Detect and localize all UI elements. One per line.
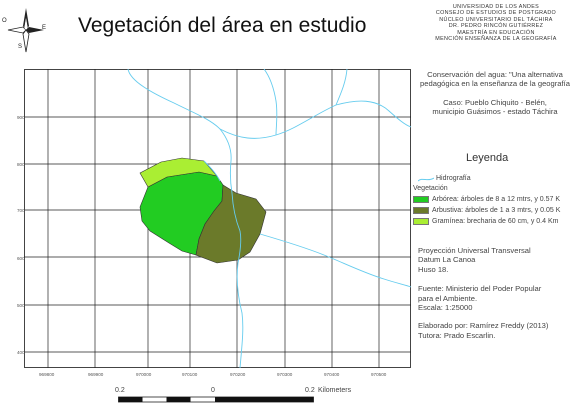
institution-line: DR. PEDRO RINCÓN GUTIÉRREZ — [448, 23, 544, 30]
x-tick-label: 970500 — [371, 372, 387, 377]
x-tick-label: 970300 — [277, 372, 293, 377]
vegetation-arbustiva — [195, 184, 267, 264]
x-tick-label: 969800 — [39, 372, 55, 377]
swatch-arborea — [413, 196, 429, 203]
institution-line: MENCIÓN ENSEÑANZA DE LA GEOGRAFÍA — [435, 36, 557, 43]
case-line-1: Caso: Pueblo Chiquito - Belén, — [443, 98, 547, 107]
projection-line: Proyección Universal Transversal — [418, 246, 531, 255]
swatch-arbustiva — [413, 207, 429, 214]
scale-label-right: 0.2 — [305, 387, 315, 394]
y-tick-label: 600 — [17, 256, 25, 261]
scale-label-mid: 0 — [211, 387, 215, 394]
hydro-legend-label: Hidrografía — [436, 175, 471, 182]
compass-west: O — [2, 18, 7, 24]
y-tick-label: 800 — [17, 162, 25, 167]
y-tick-label: 500 — [17, 303, 25, 308]
map-title: Vegetación del área en estudio — [78, 14, 367, 37]
tutor-line: Tutora: Prado Escarlin. — [418, 331, 496, 340]
scale-unit: Kilometers — [318, 387, 352, 394]
compass-south: S — [18, 44, 23, 50]
source-line-2: para el Ambiente. — [418, 294, 478, 303]
legend-graminea: Gramínea: brecharia de 60 cm, y 0.4 Km — [432, 218, 559, 225]
map-canvas — [24, 69, 411, 368]
project-line-1: Conservación del agua: "Una alternativa — [427, 70, 563, 79]
hydrography-lines — [127, 69, 411, 368]
swatch-graminea — [413, 218, 429, 225]
y-tick-label: 900 — [17, 115, 25, 120]
scale-text: Escala: 1:25000 — [418, 303, 473, 312]
x-tick-label: 970000 — [136, 372, 152, 377]
institution-line: MAESTRÍA EN EDUCACIÓN — [457, 29, 535, 36]
institution-header: UNIVERSIDAD DE LOS ANDES CONSEJO DE ESTU… — [418, 4, 574, 42]
institution-line: UNIVERSIDAD DE LOS ANDES — [452, 4, 540, 10]
compass-icon — [7, 8, 44, 53]
institution-line: NÚCLEO UNIVERSITARIO DEL TÁCHIRA — [439, 16, 553, 23]
datum-line: Datum La Canoa — [418, 255, 476, 264]
map-frame — [24, 69, 411, 368]
legend-arborea: Arbórea: árboles de 8 a 12 mtrs, y 0.57 … — [432, 196, 561, 203]
x-tick-label: 970200 — [230, 372, 246, 377]
y-tick-label: 700 — [17, 208, 25, 213]
institution-line: CONSEJO DE ESTUDIOS DE POSTGRADO — [435, 10, 557, 17]
scale-label-left: 0.2 — [115, 387, 125, 394]
legend-title: Leyenda — [466, 152, 509, 164]
scale-bar — [118, 396, 314, 403]
legend-arbustiva: Arbustiva: árboles de 1 a 3 mtrs, y 0.05… — [432, 207, 561, 214]
x-tick-label: 970400 — [324, 372, 340, 377]
case-line-2: municipio Guásimos - estado Táchira — [432, 107, 558, 116]
vegetation-legend-header: Vegetación — [413, 185, 448, 192]
compass-east: E — [42, 25, 47, 31]
x-tick-label: 970100 — [182, 372, 198, 377]
zone-line: Huso 18. — [418, 265, 449, 274]
hydro-legend-line — [418, 177, 434, 182]
source-line-1: Fuente: Ministerio del Poder Popular — [418, 284, 542, 293]
y-tick-label: 400 — [17, 350, 25, 355]
author-line: Elaborado por: Ramírez Freddy (2013) — [418, 321, 549, 330]
x-tick-label: 969900 — [88, 372, 104, 377]
project-line-2: pedagógica en la enseñanza de la geograf… — [420, 79, 570, 88]
